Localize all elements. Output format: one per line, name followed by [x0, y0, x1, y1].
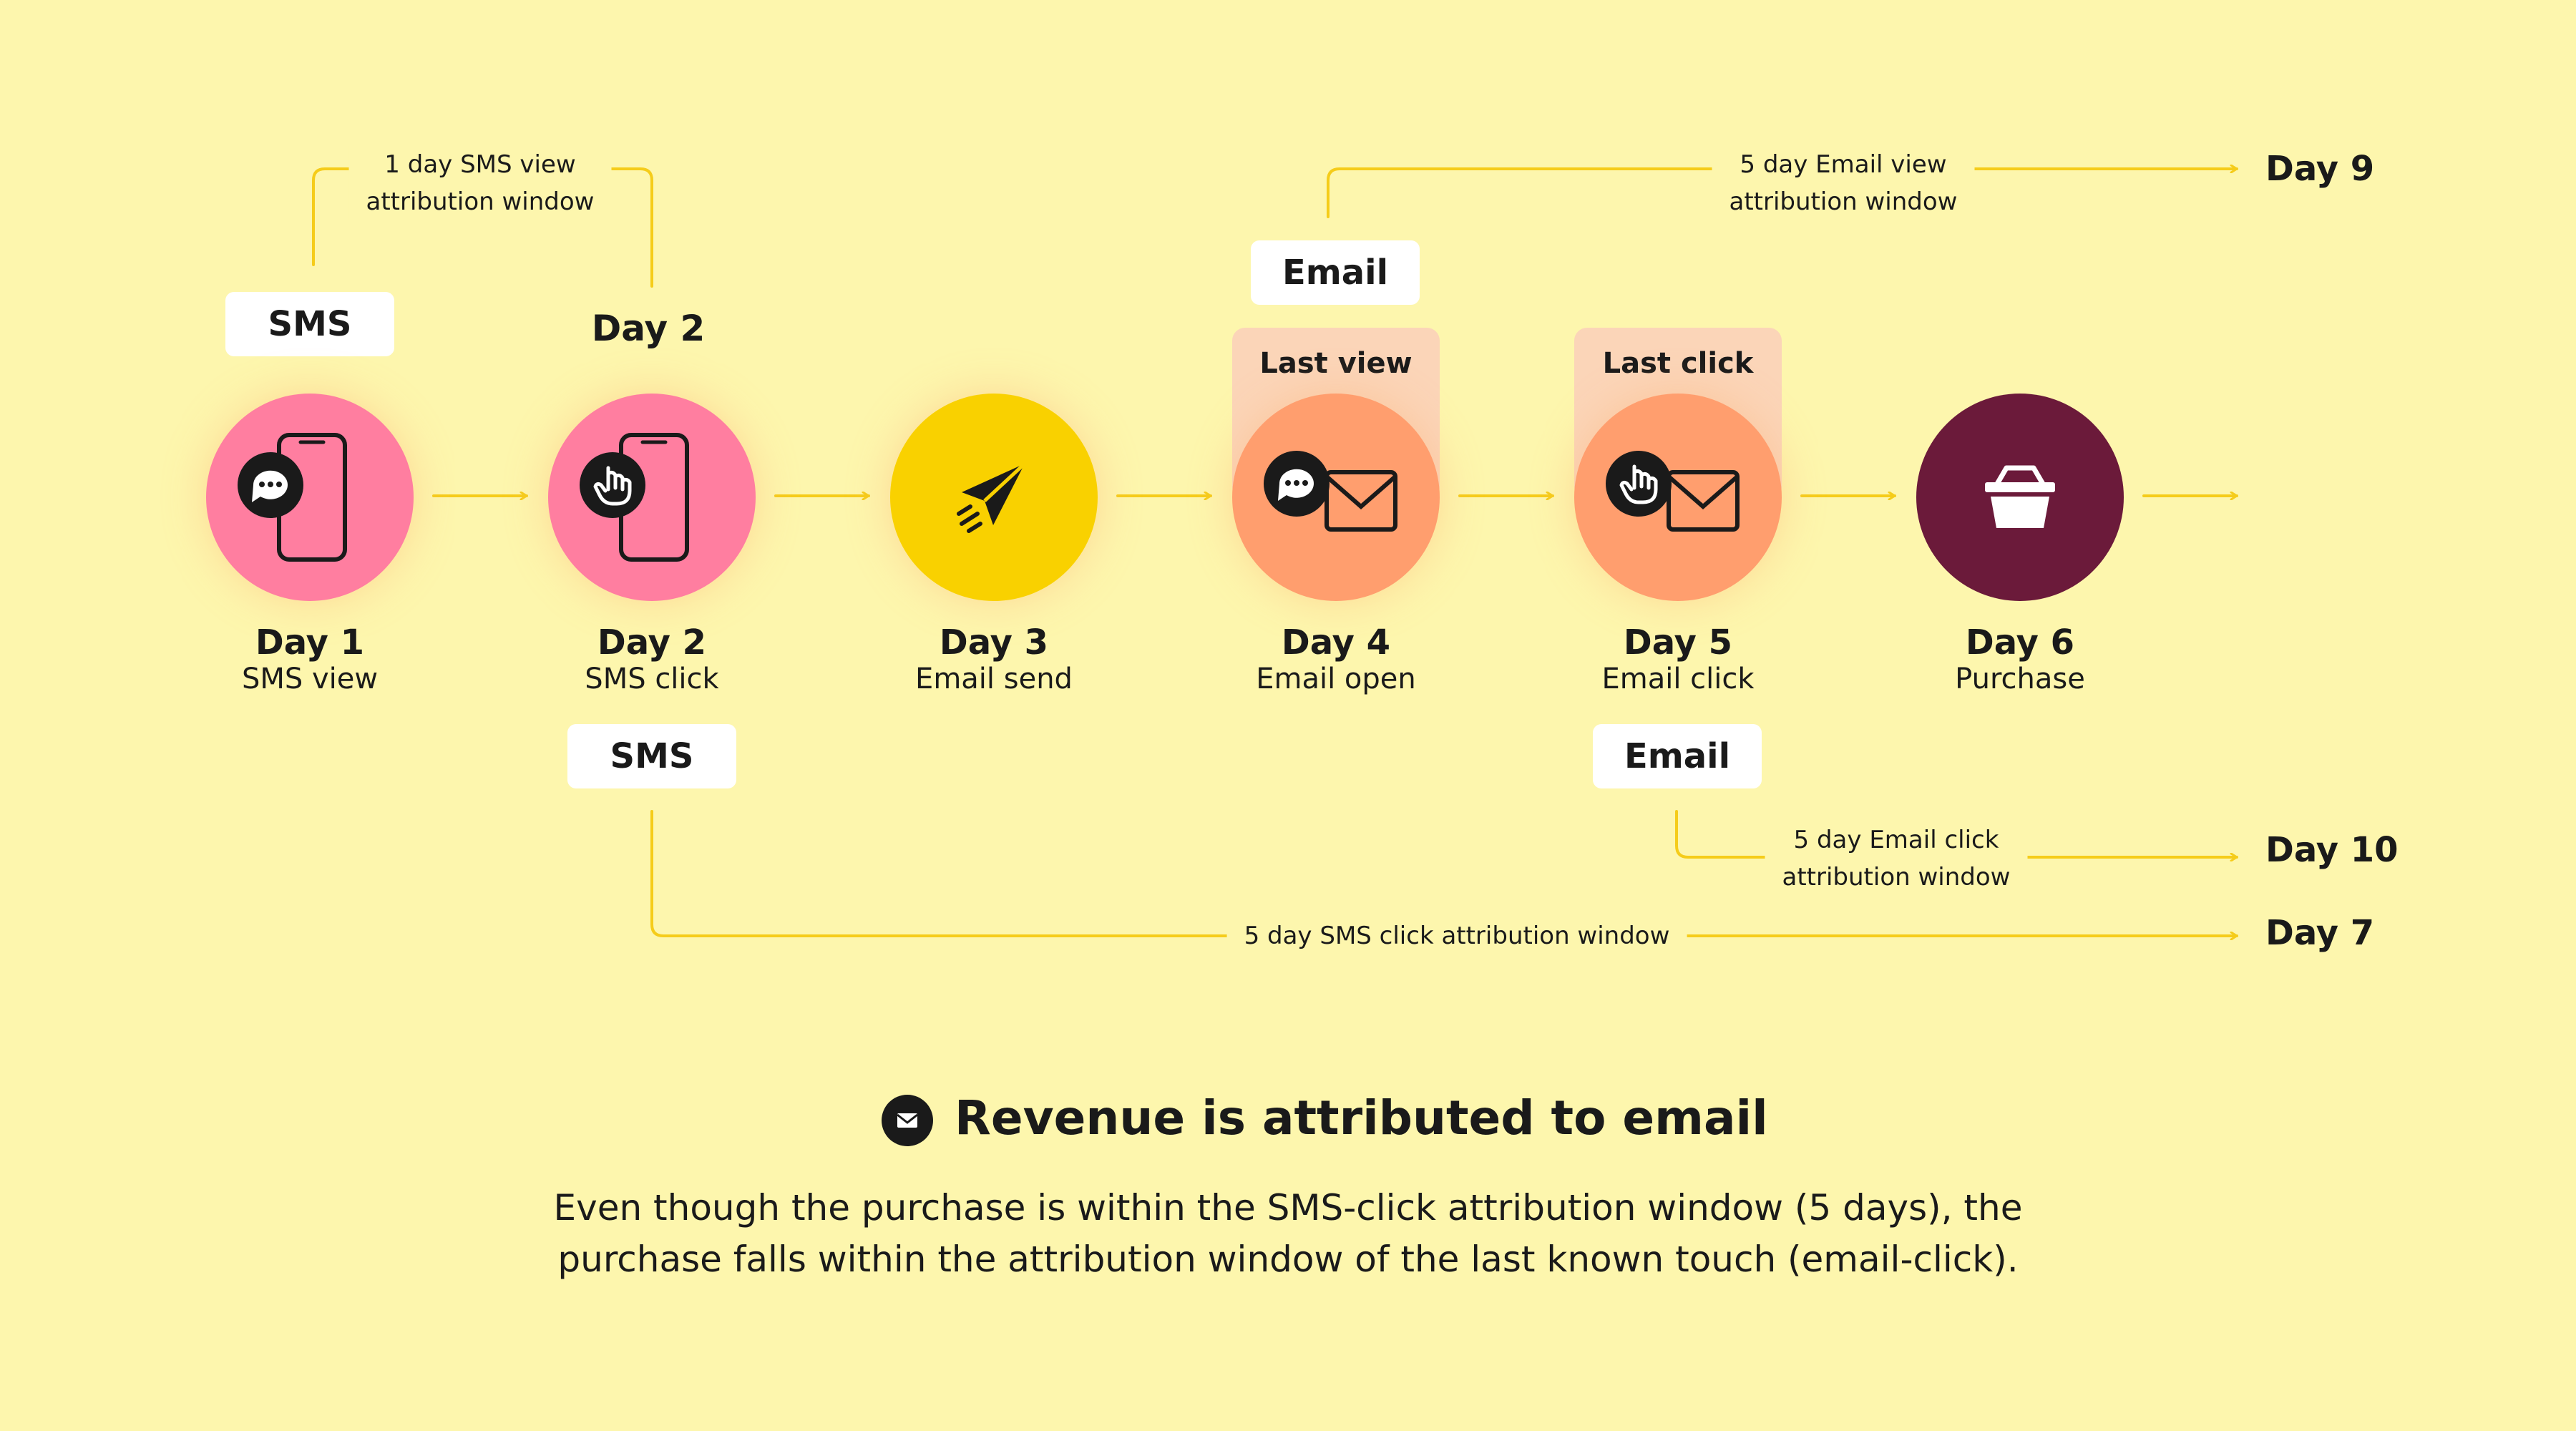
sms-view-window-label: 1 day SMS view attribution window: [348, 146, 612, 220]
node-label-day-4: Day 4 Email open: [1256, 622, 1416, 695]
event-label: Email open: [1256, 663, 1416, 695]
node-sms-view: [206, 394, 414, 601]
event-label: SMS view: [241, 663, 379, 695]
event-label: Email click: [1601, 663, 1755, 695]
email-click-window-label: 5 day Email click attribution window: [1765, 821, 2028, 896]
node-sms-click: [548, 394, 756, 601]
last-view-label: Last view: [1259, 347, 1413, 380]
node-label-day-3: Day 3 Email send: [915, 622, 1073, 695]
window-label-line: attribution window: [366, 187, 595, 216]
envelope-chat-icon: [1264, 451, 1397, 532]
summary-headline: Revenue is attributed to email: [955, 1090, 1768, 1146]
email-click-end-day: Day 10: [2265, 830, 2399, 870]
email-view-window-line: [1327, 169, 2238, 218]
email-click-window-line: [1675, 810, 2238, 857]
email-view-window-label: 5 day Email view attribution window: [1712, 146, 1975, 220]
sms-click-window-line: [650, 810, 2238, 936]
envelope-tap-icon: [1606, 451, 1740, 532]
sms-click-window-label: 5 day SMS click attribution window: [1226, 917, 1687, 954]
day-2-marker: Day 2: [591, 308, 706, 349]
event-label: Purchase: [1955, 663, 2085, 695]
channel-tag-email: Email: [1251, 240, 1420, 305]
email-icon: [882, 1095, 933, 1146]
last-click-label: Last click: [1602, 347, 1754, 380]
day-title: Day 4: [1281, 622, 1391, 663]
window-label-line: 5 day Email view: [1740, 150, 1947, 179]
day-title: Day 1: [255, 622, 365, 663]
email-view-end-day: Day 9: [2265, 149, 2375, 189]
phone-tap-icon: [580, 433, 689, 562]
event-label: Email send: [915, 663, 1073, 695]
channel-tag-email-click: Email: [1593, 724, 1762, 788]
summary-body-line: purchase falls within the attribution wi…: [557, 1239, 2019, 1280]
node-label-day-5: Day 5 Email click: [1601, 622, 1754, 695]
day-title: Day 3: [939, 622, 1049, 663]
node-email-click: [1574, 394, 1782, 601]
window-label-line: 5 day Email click: [1793, 826, 1999, 854]
day-title: Day 6: [1965, 622, 2075, 663]
channel-tag-sms: SMS: [225, 292, 394, 356]
phone-chat-icon: [238, 433, 347, 562]
basket-icon: [1985, 465, 2055, 528]
window-label-line: 1 day SMS view: [384, 150, 576, 179]
node-label-day-1: Day 1 SMS view: [242, 622, 378, 695]
node-email-open: [1232, 394, 1440, 601]
node-label-day-6: Day 6 Purchase: [1955, 622, 2085, 695]
day-title: Day 5: [1623, 622, 1733, 663]
sms-click-end-day: Day 7: [2265, 913, 2375, 953]
channel-tag-sms-click: SMS: [567, 724, 736, 788]
node-email-send: [890, 394, 1098, 601]
event-label: SMS click: [585, 663, 719, 695]
node-label-day-2: Day 2 SMS click: [585, 622, 718, 695]
paper-plane-icon: [957, 462, 1026, 533]
summary-body-line: Even though the purchase is within the S…: [553, 1187, 2023, 1229]
window-label-line: attribution window: [1729, 187, 1958, 216]
summary-body: Even though the purchase is within the S…: [429, 1182, 2147, 1285]
window-label-line: attribution window: [1782, 863, 2011, 892]
day-title: Day 2: [597, 622, 707, 663]
node-purchase: [1916, 394, 2124, 601]
